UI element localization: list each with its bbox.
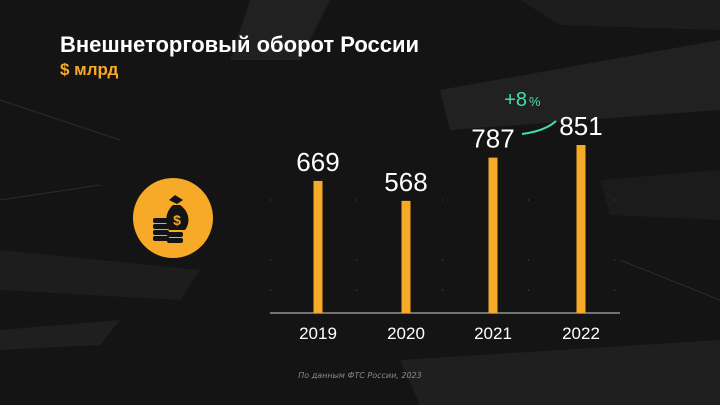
- growth-unit: %: [529, 94, 541, 109]
- chart-title: Внешнеторговый оборот России: [60, 32, 420, 57]
- icon-badge: $: [133, 178, 213, 258]
- growth-arrow: [521, 120, 557, 135]
- money-bag-coins-icon: $: [153, 195, 189, 243]
- x-tick-2022: 2022: [562, 324, 600, 343]
- bar-2021: [488, 157, 498, 313]
- value-label-2022: 851: [559, 111, 602, 141]
- bar-2020: [401, 200, 411, 313]
- value-label-2021: 787: [471, 124, 514, 154]
- source-note: По данным ФТС России, 2023: [298, 371, 422, 380]
- growth-value: +8: [504, 89, 527, 111]
- bar-2022: [576, 145, 586, 313]
- value-label-2019: 669: [296, 147, 339, 177]
- bar-2019: [313, 180, 323, 313]
- x-tick-2019: 2019: [299, 324, 337, 343]
- chart-unit: $ млрд: [60, 60, 119, 79]
- x-tick-2020: 2020: [387, 324, 425, 343]
- x-tick-2021: 2021: [474, 324, 512, 343]
- svg-text:$: $: [173, 212, 181, 228]
- value-label-2020: 568: [384, 167, 427, 197]
